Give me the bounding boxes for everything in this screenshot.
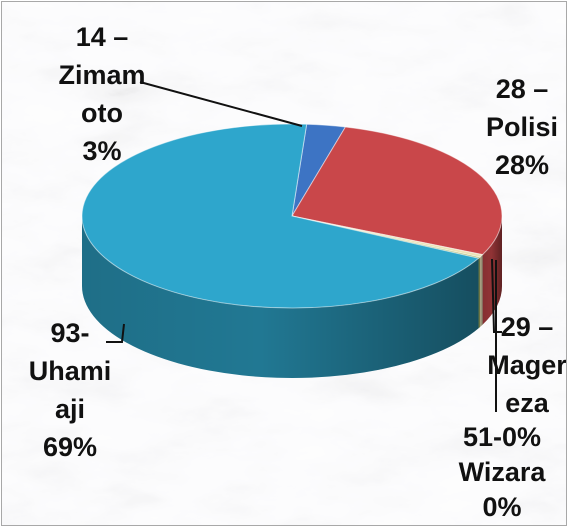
label-line-uhamiaji-0: 93- (50, 318, 89, 348)
label-wizara: 51-0% Wizara 0% (459, 422, 547, 522)
pie-side-shading-uhamiaji (81, 216, 479, 379)
label-line-wizara-1: Wizara (459, 457, 547, 487)
label-line-zimamoto-3: 3% (82, 136, 121, 166)
pie-slice-polisi (291, 126, 503, 256)
label-line-wizara-2: 0% (482, 492, 521, 522)
label-zimamoto: 14 – Zimam oto 3% (58, 22, 145, 166)
label-uhamiaji: 93- Uhami aji 69% (29, 318, 112, 462)
pie-side-shading-magereza (479, 254, 483, 328)
label-line-uhamiaji-1: Uhami (29, 356, 112, 386)
label-line-magereza-2: eza (505, 388, 550, 418)
leader-line-magereza (491, 258, 502, 333)
leader-lines (106, 81, 502, 412)
leader-line-uhamiaji (106, 323, 125, 343)
leader-line-zimamoto (139, 81, 303, 127)
pie-slice-uhamiaji (81, 123, 480, 309)
label-line-uhamiaji-3: 69% (43, 432, 97, 462)
label-polisi: 28 – Polisi 28% (486, 74, 558, 180)
label-line-magereza-0: 29 – (501, 312, 554, 342)
label-line-polisi-0: 28 – (496, 74, 549, 104)
pie-tops (81, 123, 503, 309)
label-line-wizara-0: 51-0% (463, 422, 541, 452)
label-magereza: 29 – Mager eza (487, 312, 567, 418)
label-line-zimamoto-1: Zimam (58, 60, 145, 90)
label-line-zimamoto-0: 14 – (76, 22, 129, 52)
label-line-polisi-1: Polisi (486, 112, 558, 142)
label-line-zimamoto-2: oto (81, 98, 123, 128)
label-line-polisi-2: 28% (495, 150, 549, 180)
label-line-uhamiaji-2: aji (55, 394, 85, 424)
label-line-magereza-1: Mager (487, 350, 567, 380)
slice-labels: 14 – Zimam oto 3% 28 – Polisi 28% 29 – Mager eza 5… (29, 22, 567, 522)
pie-side-shading-wizara (478, 257, 480, 329)
